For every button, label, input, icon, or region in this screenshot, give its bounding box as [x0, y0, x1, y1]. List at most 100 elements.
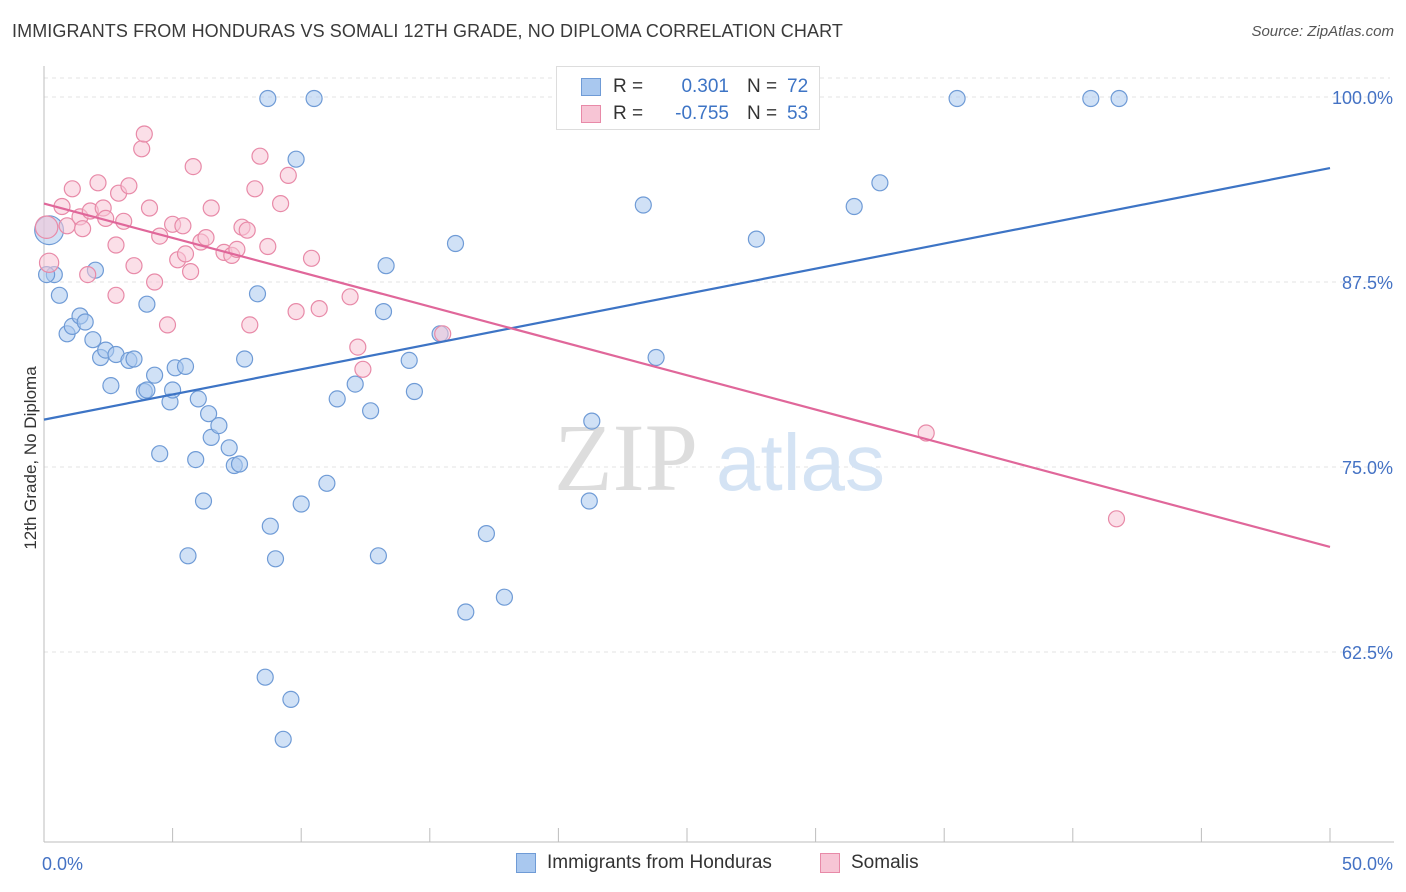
- somalis-point: [238, 221, 256, 239]
- honduras-point: [194, 492, 213, 510]
- bottom-legend: Immigrants from Honduras Somalis: [0, 852, 1406, 876]
- somalis-point: [174, 217, 192, 235]
- honduras-point: [259, 89, 277, 108]
- chart-source: Source: ZipAtlas.com: [1251, 23, 1394, 40]
- bottom-legend-label-honduras: Immigrants from Honduras: [547, 852, 772, 873]
- somalis-point: [107, 286, 125, 304]
- bottom-legend-somalis: Somalis: [820, 852, 919, 874]
- honduras-point: [189, 390, 207, 408]
- legend-row-somalis: R = -0.755 N = 53: [581, 101, 808, 127]
- honduras-point: [495, 588, 513, 606]
- somalis-trend-line: [43, 202, 1331, 548]
- honduras-point: [200, 405, 218, 423]
- honduras-point: [405, 382, 423, 401]
- series-honduras-points: [34, 89, 1128, 748]
- watermark: ZIP atlas: [554, 404, 885, 511]
- bottom-legend-swatch-honduras: [516, 853, 536, 873]
- honduras-point: [187, 451, 205, 469]
- honduras-point: [292, 495, 310, 513]
- legend-swatch-honduras: [581, 78, 601, 96]
- legend-n-value: 53: [787, 103, 809, 124]
- y-tick-label: 75.0%: [1342, 458, 1393, 478]
- legend-r-value: 0.301: [681, 76, 729, 97]
- somalis-point: [146, 273, 164, 291]
- somalis-point: [202, 199, 220, 217]
- honduras-point: [362, 402, 380, 420]
- bottom-legend-label-somalis: Somalis: [851, 852, 919, 873]
- honduras-point: [138, 295, 156, 313]
- honduras-point: [1082, 89, 1100, 108]
- somalis-point: [176, 245, 195, 263]
- y-tick-label: 100.0%: [1332, 88, 1393, 108]
- somalis-point: [34, 215, 59, 239]
- legend-n-label: N =: [747, 103, 778, 124]
- somalis-point: [349, 338, 367, 356]
- somalis-point: [197, 229, 215, 247]
- honduras-point: [236, 350, 254, 368]
- y-tick-label: 62.5%: [1342, 643, 1393, 663]
- legend-n-label: N =: [747, 76, 778, 97]
- honduras-point: [328, 390, 346, 408]
- honduras-point: [179, 547, 197, 565]
- legend-n-value: 72: [787, 76, 809, 97]
- honduras-point: [1110, 89, 1128, 108]
- honduras-point: [318, 474, 336, 492]
- honduras-point: [138, 381, 156, 399]
- honduras-point: [446, 234, 465, 253]
- honduras-point: [125, 350, 143, 368]
- somalis-point: [279, 166, 297, 184]
- honduras-point: [266, 550, 285, 568]
- honduras-point: [146, 366, 164, 384]
- somalis-point: [182, 263, 200, 281]
- somalis-point: [73, 220, 92, 238]
- somalis-point: [89, 174, 107, 192]
- somalis-point: [79, 266, 97, 284]
- watermark-zip: ZIP: [554, 404, 698, 511]
- legend: R = 0.301 N = 72 R = -0.755 N = 53: [556, 66, 820, 130]
- trend-lines: [43, 166, 1331, 548]
- somalis-point: [302, 249, 321, 267]
- honduras-point: [287, 150, 305, 168]
- honduras-point: [102, 377, 120, 395]
- honduras-point: [845, 197, 863, 216]
- somalis-point: [107, 236, 125, 254]
- somalis-point: [434, 325, 452, 343]
- honduras-point: [346, 375, 364, 393]
- honduras-point: [305, 89, 323, 108]
- somalis-point: [184, 158, 202, 176]
- somalis-point: [120, 177, 138, 195]
- y-tick-label: 87.5%: [1342, 273, 1393, 293]
- honduras-point: [377, 257, 395, 275]
- honduras-point: [248, 285, 267, 303]
- somalis-point: [158, 316, 177, 334]
- somalis-point: [241, 316, 259, 334]
- honduras-point: [634, 196, 652, 214]
- x-tick-labels: 0.0% 50.0%: [42, 854, 1393, 874]
- series-somalis-points: [34, 125, 1126, 528]
- axes: [43, 66, 1394, 843]
- honduras-point: [747, 230, 766, 248]
- honduras-point: [176, 357, 195, 375]
- x-tick-label: 50.0%: [1342, 854, 1393, 874]
- somalis-point: [125, 257, 143, 275]
- bottom-legend-honduras: Immigrants from Honduras: [516, 852, 772, 874]
- honduras-point: [477, 524, 495, 543]
- honduras-point: [76, 313, 94, 331]
- honduras-point: [261, 517, 279, 535]
- honduras-point: [457, 603, 475, 621]
- honduras-point: [369, 547, 387, 565]
- honduras-point: [374, 303, 393, 321]
- somalis-point: [341, 288, 359, 306]
- honduras-point: [210, 417, 228, 435]
- somalis-point: [140, 199, 159, 217]
- honduras-point: [583, 412, 601, 430]
- somalis-point: [251, 147, 269, 165]
- honduras-point: [580, 492, 598, 510]
- somalis-point: [354, 360, 372, 378]
- legend-swatch-somalis: [581, 105, 601, 123]
- legend-r-value: -0.755: [675, 103, 729, 124]
- somalis-point: [133, 140, 151, 158]
- somalis-point: [287, 303, 305, 321]
- honduras-point: [282, 690, 300, 709]
